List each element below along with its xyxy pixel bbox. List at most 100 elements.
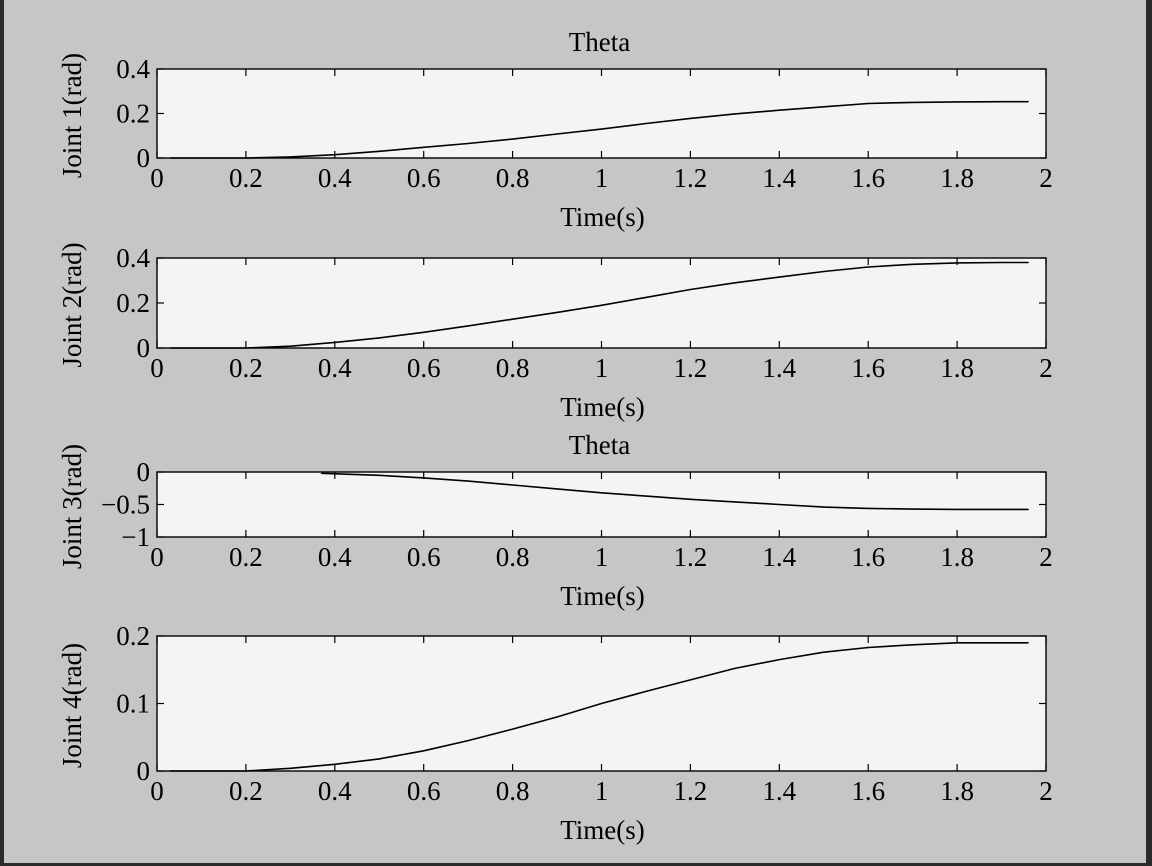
data-point — [734, 282, 736, 284]
data-point — [600, 304, 603, 306]
y-tick-label: 0 — [137, 457, 151, 487]
data-point — [512, 138, 514, 140]
x-tick-label: 1.8 — [940, 542, 974, 572]
data-point — [467, 740, 469, 742]
chart-title: Theta — [569, 430, 630, 460]
plot-area — [156, 68, 1047, 159]
x-tick-label: 1.2 — [674, 542, 708, 572]
x-tick-label: 1.6 — [851, 163, 885, 193]
data-point — [556, 488, 558, 490]
data-point — [823, 106, 825, 108]
y-tick-label: 0 — [137, 756, 151, 786]
series-line-1 — [170, 641, 1029, 772]
x-tick-label: 1.4 — [762, 353, 796, 383]
x-tick-label: 1 — [595, 776, 609, 806]
x-tick-label: 0 — [150, 776, 164, 806]
x-axis-label: Time(s) — [560, 392, 645, 422]
x-tick-label: 0.6 — [407, 353, 441, 383]
data-point — [1027, 508, 1029, 510]
x-tick-label: 2 — [1039, 542, 1053, 572]
data-point — [1027, 642, 1029, 644]
data-point — [245, 157, 247, 159]
x-tick-label: 1.4 — [762, 163, 796, 193]
data-point — [512, 318, 514, 320]
y-tick-label: 0.2 — [116, 99, 150, 129]
data-point — [823, 270, 825, 273]
data-point — [378, 150, 380, 152]
data-point — [423, 750, 425, 752]
data-point — [600, 128, 603, 130]
x-tick-label: 1.2 — [674, 776, 708, 806]
x-tick-label: 1.2 — [674, 353, 708, 383]
data-point — [956, 642, 958, 644]
x-tick-label: 1.8 — [940, 776, 974, 806]
data-point — [867, 266, 869, 268]
data-point — [512, 484, 514, 486]
x-tick-label: 0.2 — [229, 163, 263, 193]
data-point — [689, 498, 692, 500]
data-point — [512, 728, 514, 730]
data-point — [912, 644, 914, 646]
x-tick-label: 0.4 — [318, 776, 352, 806]
x-axis-label: Time(s) — [560, 202, 645, 232]
x-tick-label: 0.6 — [407, 776, 441, 806]
data-point — [169, 770, 171, 772]
x-tick-label: 0 — [150, 163, 164, 193]
subplot-4: 0 0.2 0.4 0.6 0.8 1 1.2 1.4 1.6 1.8 2 0 0.1 0.2 Time(s… — [57, 621, 1053, 845]
x-tick-label: 0.4 — [318, 542, 352, 572]
x-tick-label: 1.8 — [940, 163, 974, 193]
data-point — [334, 154, 336, 156]
data-point — [778, 109, 780, 111]
data-point — [169, 347, 171, 349]
x-tick-label: 2 — [1039, 776, 1053, 806]
data-point — [289, 345, 291, 347]
data-point — [823, 651, 825, 653]
data-point — [912, 508, 914, 510]
data-point — [867, 102, 869, 105]
x-tick-label: 0.8 — [496, 776, 530, 806]
data-point — [1000, 101, 1003, 103]
x-tick-label: 1 — [595, 353, 609, 383]
plot-area — [156, 471, 1047, 538]
data-point — [378, 474, 380, 476]
x-tick-label: 0.8 — [496, 353, 530, 383]
series-line-1 — [170, 261, 1029, 349]
y-tick-label: 0.4 — [116, 54, 150, 84]
data-point — [778, 276, 780, 278]
x-tick-label: 1.6 — [851, 542, 885, 572]
y-axis-label: Joint 4(rad) — [57, 643, 87, 768]
chart-canvas: Theta 0 0.2 0.4 0.6 0.8 1 1.2 1.4 1.6 1.8 2 0 0.2 0.4 T… — [57, 27, 1053, 845]
x-tick-label: 0.6 — [407, 163, 441, 193]
x-tick-label: 2 — [1039, 163, 1053, 193]
data-point — [245, 770, 247, 772]
y-tick-label: 0.1 — [116, 689, 150, 719]
data-point — [867, 507, 869, 509]
x-tick-label: 0 — [150, 353, 164, 383]
data-point — [169, 157, 171, 159]
data-point — [320, 472, 323, 474]
plot-area — [156, 257, 1047, 349]
data-point — [289, 156, 291, 158]
chart-title: Theta — [569, 27, 630, 57]
data-point — [378, 758, 380, 760]
y-tick-label: 0 — [137, 143, 151, 173]
data-point — [734, 667, 736, 670]
x-tick-label: 1 — [595, 163, 609, 193]
y-tick-label: 0.4 — [116, 243, 150, 273]
y-tick-label: −0.5 — [101, 490, 150, 520]
data-point — [423, 477, 425, 479]
data-point — [912, 101, 914, 103]
data-point — [689, 679, 692, 681]
x-tick-label: 0 — [150, 542, 164, 572]
data-point — [956, 101, 958, 103]
data-point — [778, 659, 780, 661]
data-point — [289, 767, 291, 769]
data-point — [645, 296, 647, 298]
data-point — [912, 263, 914, 265]
series-line-1 — [170, 100, 1029, 159]
data-point — [867, 646, 869, 649]
data-point — [1027, 261, 1029, 264]
data-point — [467, 480, 469, 482]
data-point — [1027, 101, 1029, 103]
data-point — [556, 716, 558, 718]
